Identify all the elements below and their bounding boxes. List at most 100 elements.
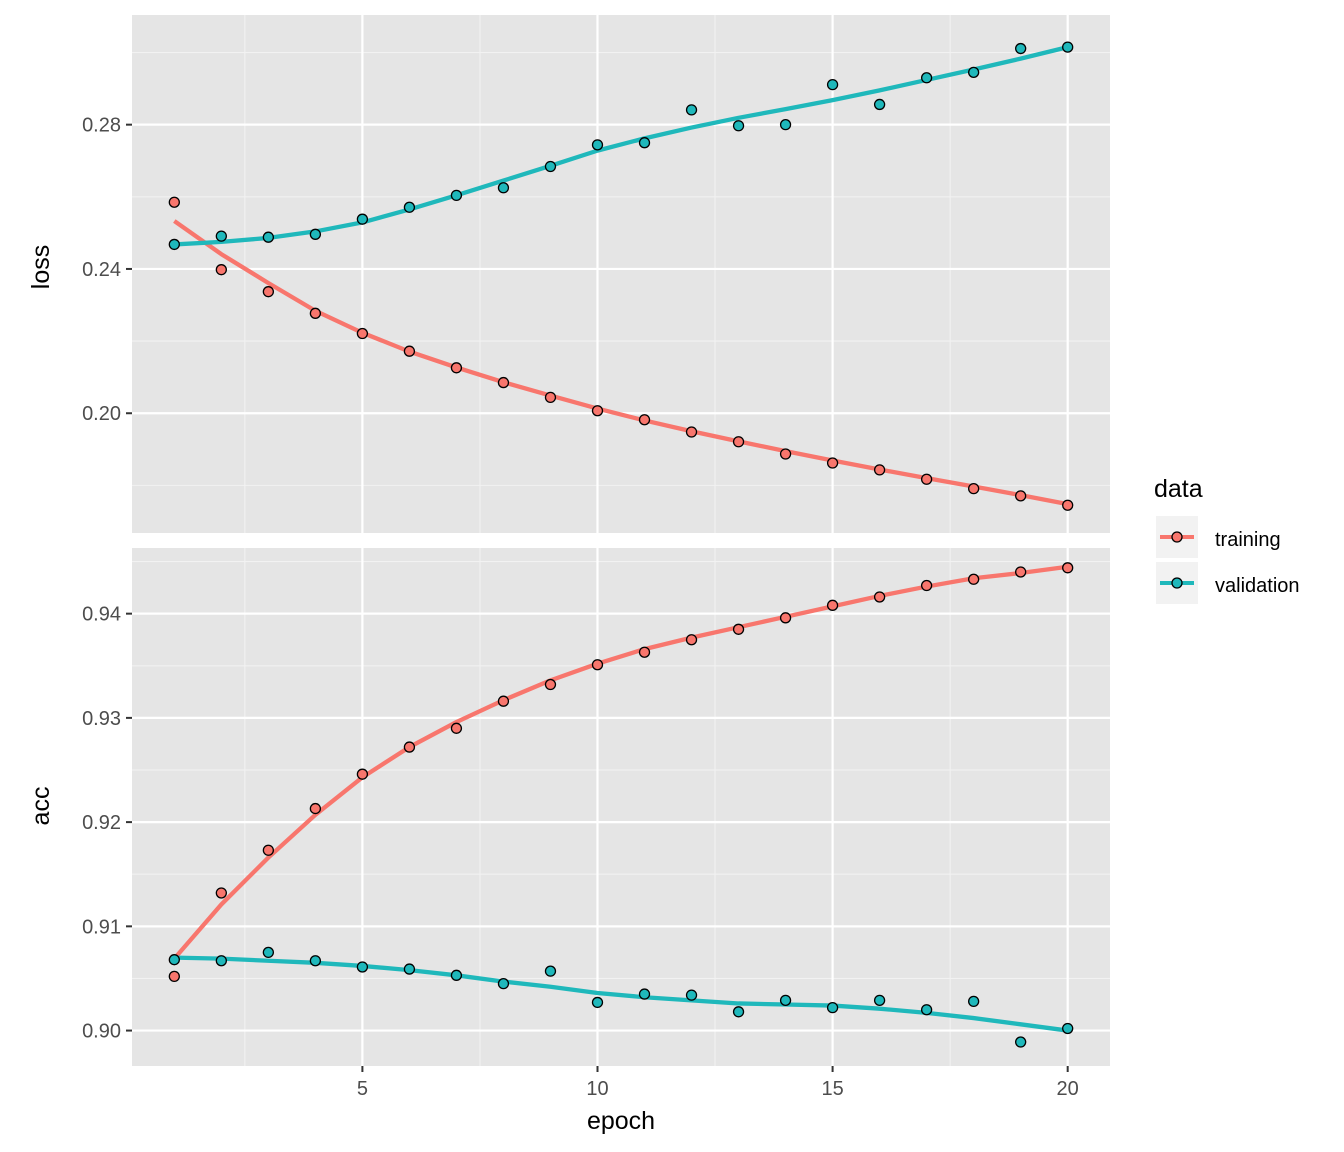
x-tick-label: 15 [821,1078,843,1100]
data-point-training [450,722,463,734]
y-tick-label: 0.94 [82,604,121,626]
y-tick-label: 0.90 [82,1021,121,1043]
series-line-validation [174,955,1068,1033]
data-point-training [638,646,651,658]
x-axis-title: epoch [587,1107,655,1135]
data-point-validation [638,137,651,149]
y-tick-label: 0.93 [82,708,121,730]
legend-key-point-training [1171,531,1183,543]
data-point-training [1062,499,1074,511]
data-point-training [356,768,369,780]
data-point-validation [168,954,180,966]
data-point-training [215,264,227,276]
data-point-validation [1015,42,1027,55]
data-point-training [591,659,604,671]
data-point-validation [967,66,980,79]
data-point-training [1015,490,1027,502]
data-point-training [309,307,322,319]
data-point-validation [826,1001,839,1014]
data-point-training [497,376,510,389]
legend-entry-training: training [1156,516,1281,558]
legend-label-validation: validation [1215,575,1300,597]
data-point-training [309,802,322,815]
data-point-training [168,970,180,983]
data-point-training [403,345,416,357]
legend-label-training: training [1215,529,1281,551]
loss-panel: 0.20 0.24 0.28 [82,15,1110,533]
data-point-training [215,887,227,899]
data-point-training [262,286,275,298]
legend: data training validation [1154,475,1300,604]
data-point-validation [920,72,933,84]
data-point-validation [826,78,839,91]
acc-panel: 0.90 0.91 0.92 0.93 0.94 [82,548,1110,1066]
data-point-validation [732,1006,745,1018]
data-point-validation [732,120,745,132]
data-point-validation [1062,1022,1074,1035]
legend-entry-validation: validation [1156,562,1300,604]
data-point-validation [873,994,886,1006]
data-point-validation [215,955,227,967]
data-point-training [544,678,557,691]
data-point-validation [685,989,698,1001]
panel-background [132,15,1110,533]
y-tick-label: 0.24 [82,259,121,281]
data-point-training [356,327,369,340]
data-point-training [779,448,792,460]
data-point-validation [356,961,369,973]
data-point-training [873,591,886,603]
data-point-training [262,844,275,856]
data-point-training [732,623,745,635]
data-point-validation [638,988,651,1000]
data-point-validation [356,213,369,225]
y-tick-label: 0.92 [82,812,121,834]
data-point-training [497,695,510,707]
legend-key-point-validation [1171,577,1183,589]
data-point-training [920,473,933,485]
data-point-training [1015,566,1027,578]
data-point-validation [262,946,275,959]
data-point-training [732,436,745,448]
series-line-training [173,219,1069,507]
data-point-training [1062,562,1074,574]
data-point-training [638,414,651,426]
data-point-validation [215,230,227,242]
data-point-training [544,391,557,404]
data-point-validation [591,139,604,151]
data-point-training [967,482,980,495]
x-tick-label: 5 [357,1078,368,1100]
data-point-validation [168,238,180,251]
data-point-validation [497,182,510,194]
data-point-validation [873,98,886,111]
y-axis-title-loss: loss [27,245,55,289]
data-point-training [685,426,698,438]
data-point-validation [262,231,275,243]
data-point-validation [309,955,322,967]
data-point-validation [309,228,322,240]
data-point-training [826,457,839,469]
x-axis: 5 10 15 20 [357,1066,1079,1100]
data-point-validation [685,104,698,116]
data-point-training [450,362,463,374]
data-point-training [591,405,604,417]
data-point-validation [544,160,557,173]
data-point-validation [591,996,604,1009]
panel-background [132,548,1110,1066]
series-line-training [172,564,1068,961]
data-point-training [873,464,886,476]
data-point-training [779,612,792,624]
y-axis-title-acc: acc [27,787,55,826]
data-point-training [168,196,180,208]
data-point-validation [544,965,557,977]
data-point-validation [920,1004,933,1016]
data-point-validation [450,969,463,981]
legend-title: data [1154,475,1203,503]
x-tick-label: 10 [586,1078,608,1100]
data-point-training [967,573,980,585]
y-tick-label: 0.28 [82,115,121,137]
y-tick-label: 0.91 [82,916,121,938]
data-point-validation [1015,1036,1027,1048]
data-point-training [685,634,698,646]
data-point-validation [1062,41,1074,53]
